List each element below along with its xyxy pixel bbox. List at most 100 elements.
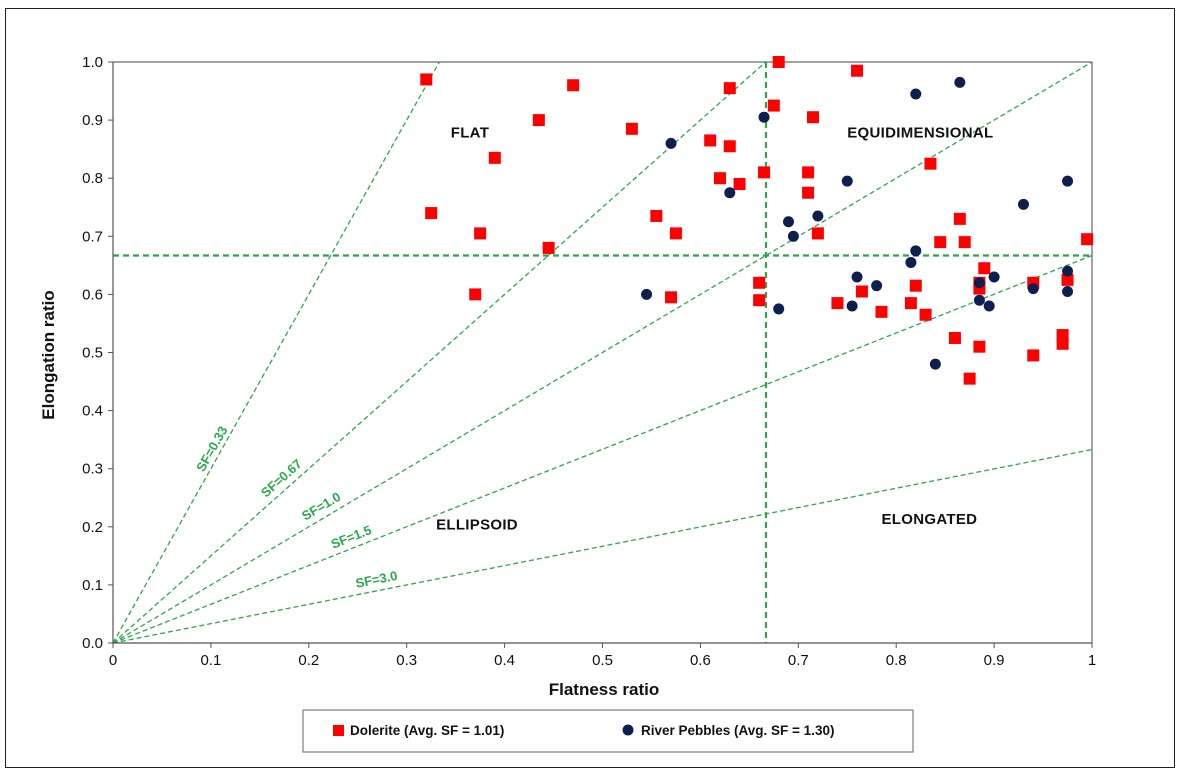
- data-point-dolerite: [904, 297, 917, 310]
- data-point-dolerite: [469, 288, 482, 301]
- sf-line: [112, 448, 1093, 644]
- data-point-dolerite: [958, 236, 971, 249]
- x-tick-label: 0.2: [298, 652, 319, 669]
- y-tick-label: 0.5: [82, 345, 103, 362]
- data-point-river-pebbles: [851, 271, 863, 283]
- data-point-dolerite: [723, 140, 736, 153]
- y-tick-label: 0.1: [82, 577, 103, 594]
- data-point-river-pebbles: [954, 76, 966, 88]
- data-point-dolerite: [953, 212, 966, 225]
- y-tick-label: 0.8: [82, 170, 103, 187]
- data-point-dolerite: [713, 172, 726, 185]
- data-point-dolerite: [1081, 233, 1094, 246]
- x-tick-label: 0.4: [494, 652, 515, 669]
- x-tick-label: 0.7: [788, 652, 809, 669]
- data-point-dolerite: [733, 178, 746, 191]
- data-point-dolerite: [665, 291, 678, 304]
- y-tick-label: 0.9: [82, 112, 103, 129]
- y-tick-label: 0.0: [82, 635, 103, 652]
- x-tick-label: 0.8: [886, 652, 907, 669]
- data-point-dolerite: [767, 99, 780, 112]
- x-tick-label: 0.1: [200, 652, 221, 669]
- data-point-river-pebbles: [871, 280, 883, 292]
- legend-marker-river-pebbles: [622, 724, 634, 736]
- data-point-dolerite: [909, 279, 922, 292]
- y-tick-label: 0.2: [82, 519, 103, 536]
- y-tick-label: 0.3: [82, 461, 103, 478]
- data-point-river-pebbles: [846, 300, 858, 312]
- chart-frame: [5, 8, 1175, 768]
- data-point-river-pebbles: [988, 271, 1000, 283]
- data-point-river-pebbles: [929, 358, 941, 370]
- x-tick-label: 0: [109, 652, 117, 669]
- data-point-dolerite: [802, 166, 815, 179]
- x-tick-label: 1: [1088, 652, 1096, 669]
- data-point-dolerite: [704, 134, 717, 147]
- data-point-dolerite: [567, 79, 580, 92]
- data-point-dolerite: [875, 305, 888, 318]
- data-point-river-pebbles: [1062, 265, 1074, 277]
- data-point-dolerite: [855, 285, 868, 298]
- y-tick-label: 1.0: [82, 54, 103, 71]
- sf-line: [112, 254, 1093, 644]
- data-point-river-pebbles: [1027, 283, 1039, 295]
- sf-line: [112, 61, 767, 644]
- data-point-river-pebbles: [910, 245, 922, 257]
- data-point-dolerite: [851, 64, 864, 77]
- data-point-river-pebbles: [983, 300, 995, 312]
- y-tick-label: 0.6: [82, 286, 103, 303]
- data-point-dolerite: [973, 340, 986, 353]
- data-point-dolerite: [806, 111, 819, 124]
- data-point-dolerite: [753, 276, 766, 289]
- legend-label-dolerite: Dolerite (Avg. SF = 1.01): [350, 723, 504, 738]
- data-point-dolerite: [978, 262, 991, 275]
- sf-line: [112, 61, 1093, 644]
- data-point-dolerite: [669, 227, 682, 240]
- region-label: ELLIPSOID: [436, 517, 518, 534]
- data-point-river-pebbles: [665, 137, 677, 149]
- legend-marker-dolerite: [333, 725, 344, 736]
- x-tick-label: 0.9: [984, 652, 1005, 669]
- data-point-river-pebbles: [724, 187, 736, 199]
- y-axis-title: Elongation ratio: [39, 290, 58, 419]
- data-point-dolerite: [831, 297, 844, 310]
- data-point-river-pebbles: [787, 230, 799, 242]
- x-tick-label: 0.6: [690, 652, 711, 669]
- data-point-river-pebbles: [910, 88, 922, 100]
- data-point-river-pebbles: [783, 216, 795, 228]
- data-point-river-pebbles: [973, 277, 985, 289]
- sf-label: SF=1.0: [299, 489, 343, 523]
- data-point-dolerite: [772, 56, 785, 68]
- data-point-dolerite: [753, 294, 766, 307]
- legend: Dolerite (Avg. SF = 1.01) River Pebbles …: [302, 709, 914, 753]
- data-point-dolerite: [1061, 273, 1074, 286]
- data-point-river-pebbles: [812, 210, 824, 222]
- data-point-river-pebbles: [905, 256, 917, 268]
- data-point-dolerite: [802, 186, 815, 199]
- legend-box: [302, 709, 914, 753]
- data-point-dolerite: [1056, 337, 1069, 350]
- data-point-dolerite: [948, 331, 961, 344]
- data-point-dolerite: [924, 157, 937, 170]
- y-tick-label: 0.7: [82, 228, 103, 245]
- data-point-dolerite: [811, 227, 824, 240]
- data-point-dolerite: [542, 241, 555, 254]
- data-point-river-pebbles: [641, 288, 653, 300]
- sf-label: SF=1.5: [329, 522, 374, 552]
- legend-label-river-pebbles: River Pebbles (Avg. SF = 1.30): [641, 723, 834, 738]
- region-label: ELONGATED: [882, 511, 978, 528]
- data-point-dolerite: [625, 122, 638, 135]
- data-point-river-pebbles: [841, 175, 853, 187]
- region-label: FLAT: [451, 125, 489, 142]
- data-point-dolerite: [488, 151, 501, 164]
- data-point-dolerite: [532, 114, 545, 127]
- sf-line: [112, 61, 440, 644]
- data-point-dolerite: [474, 227, 487, 240]
- data-point-river-pebbles: [1062, 175, 1074, 187]
- data-point-dolerite: [963, 372, 976, 385]
- data-point-river-pebbles: [758, 111, 770, 123]
- data-point-dolerite: [758, 166, 771, 179]
- data-point-dolerite: [425, 207, 438, 220]
- y-tick-label: 0.4: [82, 403, 103, 420]
